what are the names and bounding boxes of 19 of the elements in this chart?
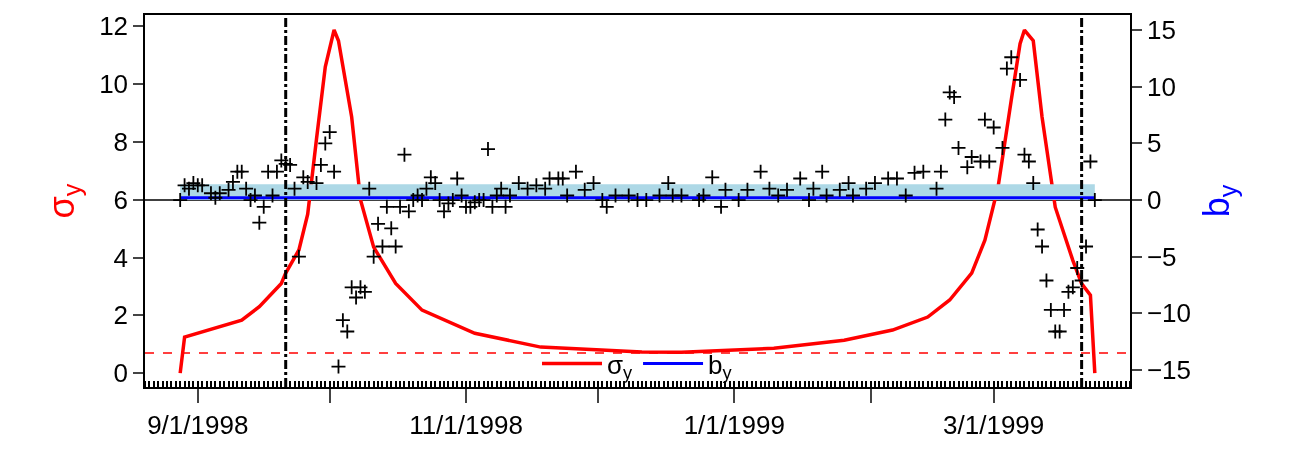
y2-tick-label: −15 xyxy=(1146,355,1192,386)
x-tick-label: 11/1/1998 xyxy=(409,409,523,440)
x-tick-label: 3/1/1999 xyxy=(943,409,1045,440)
y2-tick-label: −10 xyxy=(1146,298,1192,329)
y-tick-label: 4 xyxy=(113,242,129,273)
y2-tick-label: 0 xyxy=(1146,185,1162,216)
y-tick-label: 10 xyxy=(99,69,129,100)
y2-tick-label: 15 xyxy=(1146,15,1176,46)
y2-tick-label: 10 xyxy=(1146,71,1176,102)
y-tick-label: 2 xyxy=(113,300,129,331)
x-tick-label: 1/1/1999 xyxy=(683,409,785,440)
x-tick-label: 9/1/1998 xyxy=(147,409,249,440)
y-tick-label: 12 xyxy=(99,11,129,42)
series-label: σ$_{y}$ xyxy=(607,349,634,383)
y2-tick-label: 5 xyxy=(1146,128,1162,159)
y-tick-label: 0 xyxy=(113,358,129,389)
y-tick-label: 8 xyxy=(113,126,129,157)
y2-tick-label: −5 xyxy=(1146,241,1177,272)
y-tick-label: 6 xyxy=(113,184,129,215)
